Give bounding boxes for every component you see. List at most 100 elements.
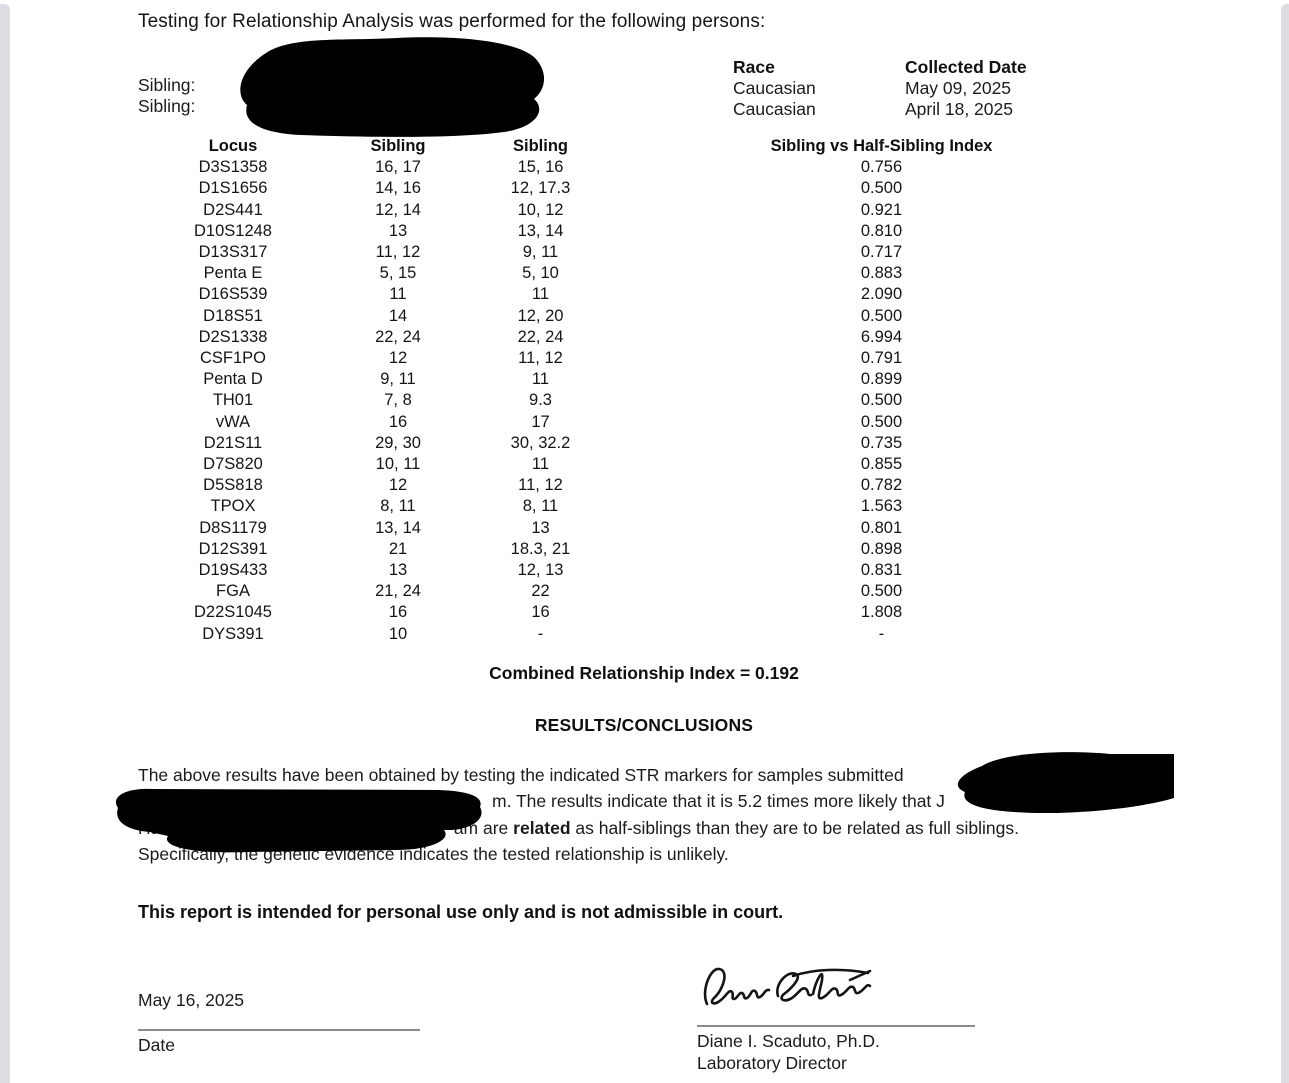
report-date-value: May 16, 2025 — [138, 990, 245, 1010]
disclaimer-statement: This report is intended for personal use… — [138, 902, 784, 922]
sibling1-header: Sibling — [370, 137, 426, 155]
index-cell: 0.735 — [860, 433, 903, 452]
collected-date-value-2: April 18, 2025 — [905, 99, 1013, 119]
sibling1-allele-cell: 21, 24 — [375, 582, 421, 601]
index-cell: 1.563 — [860, 497, 903, 516]
locus-row: D12S391 21 18.3, 21 0.898 — [138, 539, 1150, 560]
sibling1-allele-cell: 12, 14 — [375, 200, 421, 219]
signer-title: Laboratory Director — [697, 1053, 847, 1073]
sibling1-allele-cell: 10 — [388, 624, 408, 643]
index-cell: 0.500 — [860, 582, 903, 601]
index-cell: 0.899 — [860, 370, 903, 389]
locus-row: D2S441 12, 14 10, 12 0.921 — [138, 200, 1150, 221]
sibling1-allele-cell: 16 — [388, 603, 408, 622]
conclusion-line-3-post: as half-siblings than they are to be rel… — [570, 818, 1019, 838]
locus-row: D13S317 11, 12 9, 11 0.717 — [138, 242, 1150, 263]
sibling2-allele-cell: 15, 16 — [517, 158, 564, 177]
index-cell: 6.994 — [860, 327, 903, 346]
combined-index-line: Combined Relationship Index = 0.192 — [489, 663, 799, 683]
locus-cell: Penta D — [203, 370, 263, 389]
sibling2-allele-cell: 17 — [531, 412, 550, 431]
sibling1-allele-cell: 5, 15 — [379, 264, 417, 283]
index-cell: 0.883 — [860, 264, 903, 283]
sibling2-allele-cell: 12, 13 — [517, 561, 564, 580]
index-cell: 0.500 — [860, 412, 903, 431]
locus-cell: D3S1358 — [198, 158, 268, 177]
sibling2-allele-cell: 30, 32.2 — [510, 433, 571, 452]
index-cell: 0.810 — [860, 221, 903, 240]
sibling1-allele-cell: 14 — [388, 306, 408, 325]
redaction-paragraph-right — [938, 750, 1178, 822]
sibling1-allele-cell: 13 — [388, 561, 408, 580]
locus-row: DYS391 10 - - — [138, 624, 1150, 645]
sibling1-allele-cell: 9, 11 — [380, 370, 416, 389]
sibling1-allele-cell: 10, 11 — [375, 455, 421, 474]
locus-row: D3S1358 16, 17 15, 16 0.756 — [138, 157, 1150, 178]
locus-row: Penta E 5, 15 5, 10 0.883 — [138, 263, 1150, 284]
sibling2-allele-cell: 11 — [531, 455, 550, 474]
sibling1-allele-cell: 14, 16 — [375, 179, 421, 198]
locus-cell: D22S1045 — [194, 603, 272, 622]
sibling2-allele-cell: 22 — [531, 582, 550, 601]
locus-cell: D18S51 — [203, 306, 263, 325]
locus-cell: D16S539 — [198, 285, 268, 304]
locus-cell: D2S1338 — [198, 327, 268, 346]
locus-cell: D8S1179 — [199, 518, 267, 537]
locus-row: D1S1656 14, 16 12, 17.3 0.500 — [138, 178, 1150, 199]
locus-header: Locus — [208, 137, 258, 155]
date-label: Date — [138, 1035, 175, 1055]
sibling-label-1: Sibling: — [138, 75, 196, 95]
locus-row: D5S818 12 11, 12 0.782 — [138, 475, 1150, 496]
sibling1-allele-cell: 11 — [389, 285, 407, 304]
loci-table-body: D3S1358 16, 17 15, 16 0.756 D1S1656 14, 16 12,… — [138, 157, 1150, 645]
index-cell: 0.831 — [860, 561, 903, 580]
locus-row: D18S51 14 12, 20 0.500 — [138, 306, 1150, 327]
page-edge-left — [0, 4, 10, 1083]
sibling2-allele-cell: 11, 12 — [518, 349, 563, 368]
sibling1-allele-cell: 16 — [388, 412, 408, 431]
sibling1-allele-cell: 11, 12 — [375, 243, 421, 262]
locus-cell: D21S11 — [203, 433, 263, 452]
sibling1-allele-cell: 8, 11 — [380, 497, 416, 516]
index-cell: 0.500 — [860, 391, 903, 410]
conclusion-line-1: The above results have been obtained by … — [138, 765, 904, 785]
sibling1-allele-cell: 12 — [388, 476, 408, 495]
sibling2-allele-cell: 10, 12 — [517, 200, 564, 219]
index-cell: 0.500 — [860, 306, 903, 325]
index-cell: 0.500 — [860, 179, 903, 198]
director-signature-line — [697, 1025, 975, 1027]
locus-row: D16S539 11 11 2.090 — [138, 284, 1150, 305]
sibling2-allele-cell: 11 — [531, 285, 550, 304]
locus-cell: D7S820 — [203, 455, 263, 474]
sibling1-allele-cell: 22, 24 — [375, 327, 421, 346]
index-cell: 0.756 — [860, 158, 903, 177]
race-header: Race — [733, 57, 775, 77]
index-header: Sibling vs Half-Sibling Index — [770, 137, 993, 155]
locus-cell: CSF1PO — [199, 349, 267, 368]
locus-cell: FGA — [216, 582, 250, 601]
index-cell: 2.090 — [860, 285, 903, 304]
locus-row: D2S1338 22, 24 22, 24 6.994 — [138, 327, 1150, 348]
collected-date-header: Collected Date — [905, 57, 1027, 77]
index-cell: 0.921 — [860, 200, 903, 219]
sibling1-allele-cell: 16, 17 — [375, 158, 421, 177]
sibling2-allele-cell: 16 — [531, 603, 550, 622]
sibling2-allele-cell: 13, 14 — [517, 221, 564, 240]
locus-row: Penta D 9, 11 11 0.899 — [138, 369, 1150, 390]
locus-cell: D19S433 — [198, 561, 268, 580]
race-value-2: Caucasian — [733, 99, 816, 119]
index-cell: 0.898 — [860, 539, 903, 558]
sibling1-allele-cell: 13, 14 — [375, 518, 421, 537]
sibling2-allele-cell: 13 — [531, 518, 550, 537]
locus-row: FGA 21, 24 22 0.500 — [138, 581, 1150, 602]
index-cell: 0.791 — [860, 349, 903, 368]
sibling2-allele-cell: 11, 12 — [518, 476, 563, 495]
locus-cell: Penta E — [203, 264, 263, 283]
director-signature — [700, 958, 875, 1023]
locus-row: D7S820 10, 11 11 0.855 — [138, 454, 1150, 475]
locus-cell: D13S317 — [198, 243, 268, 262]
sibling1-allele-cell: 29, 30 — [375, 433, 421, 452]
sibling2-allele-cell: 9, 11 — [522, 243, 559, 262]
locus-row: CSF1PO 12 11, 12 0.791 — [138, 348, 1150, 369]
locus-cell: DYS391 — [202, 624, 264, 643]
